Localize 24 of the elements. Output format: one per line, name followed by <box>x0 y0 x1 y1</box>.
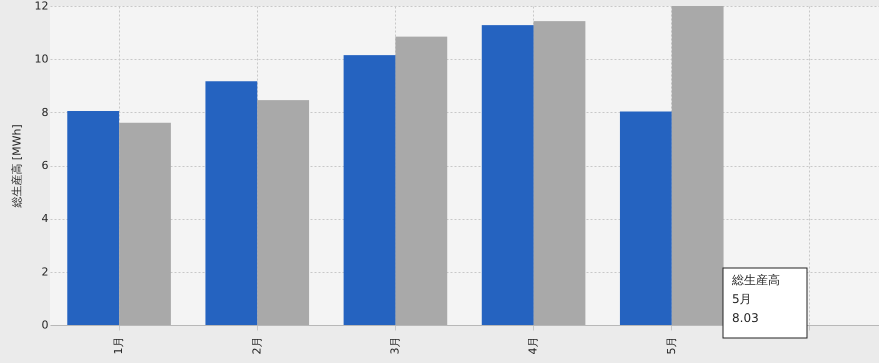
bar <box>395 36 448 325</box>
x-tick-label: 5月 <box>664 336 678 354</box>
bar <box>344 55 396 325</box>
annotation: 総生産高 5月 8.03 <box>731 273 780 325</box>
bar <box>205 81 258 325</box>
bar <box>67 111 120 325</box>
y-tick-label: 4 <box>42 212 48 226</box>
bar <box>482 25 534 325</box>
bar <box>620 112 672 325</box>
y-tick-label: 0 <box>42 318 48 332</box>
y-tick-label: 2 <box>42 265 48 278</box>
bar <box>119 122 171 325</box>
x-tick-label: 3月 <box>388 336 402 354</box>
bar <box>672 6 724 325</box>
x-tick-label: 1月 <box>112 336 126 354</box>
y-tick-label: 6 <box>42 159 48 172</box>
bar <box>257 100 310 325</box>
y-tick-label: 10 <box>34 52 48 66</box>
y-tick-label: 12 <box>34 0 48 12</box>
y-tick-label: 8 <box>42 106 48 119</box>
x-tick-label: 2月 <box>250 336 264 354</box>
bar <box>534 21 586 325</box>
x-tick-label: 4月 <box>526 336 540 354</box>
y-axis-title: 総生産高 [MWh] <box>10 124 24 209</box>
